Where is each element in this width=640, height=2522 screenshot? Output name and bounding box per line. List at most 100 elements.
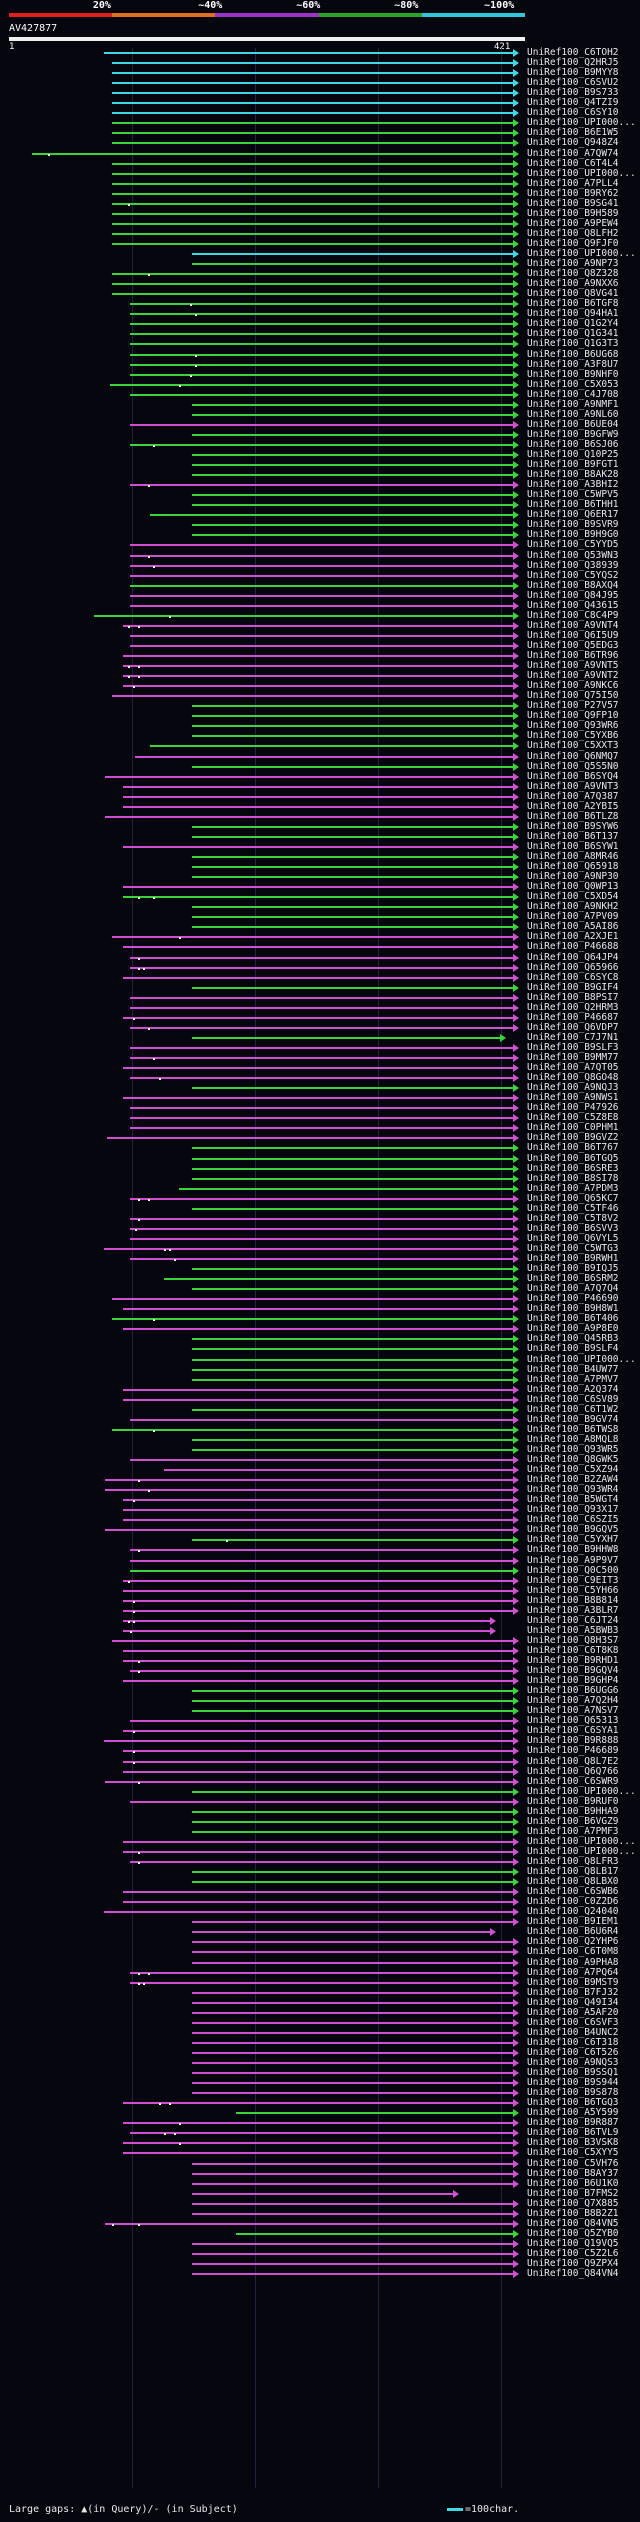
hit-label[interactable]: UniRef100_Q53WN3 (527, 549, 619, 561)
hit-row[interactable]: UniRef100_B9IQJ5 (0, 1263, 640, 1274)
hit-label[interactable]: UniRef100_A9VNT3 (527, 780, 619, 792)
hit-row[interactable]: UniRef100_Q8LFR3 (0, 1856, 640, 1867)
hit-row[interactable]: UniRef100_A9VNT4 (0, 619, 640, 631)
hit-row[interactable]: UniRef100_Q948Z4 (0, 137, 640, 148)
hit-row[interactable]: UniRef100_B9FGT1 (0, 459, 640, 470)
hit-row[interactable]: UniRef100_A9NQS3 (0, 2057, 640, 2068)
hit-row[interactable]: UniRef100_B6THH1 (0, 499, 640, 510)
hit-label[interactable]: UniRef100_B9GQV4 (527, 1665, 619, 1677)
hit-label[interactable]: UniRef100_Q4TZI9 (527, 97, 619, 109)
hit-row[interactable]: UniRef100_Q0WP13 (0, 881, 640, 892)
hit-row[interactable]: UniRef100_UPI000... (0, 117, 640, 128)
hit-label[interactable]: UniRef100_A9VNT4 (527, 619, 619, 631)
hit-row[interactable]: UniRef100_B8PSI7 (0, 991, 640, 1003)
hit-label[interactable]: UniRef100_B9MM77 (527, 1052, 619, 1063)
hit-label[interactable]: UniRef100_Q93WR4 (527, 1484, 619, 1496)
hit-row[interactable]: UniRef100_C5YQS2 (0, 570, 640, 581)
hit-label[interactable]: UniRef100_A7PMF3 (527, 1825, 619, 1837)
hit-label[interactable]: UniRef100_B8PSI7 (527, 991, 619, 1003)
hit-row[interactable]: UniRef100_B9SVR9 (0, 519, 640, 530)
hit-label[interactable]: UniRef100_B7FMS2 (527, 2187, 619, 2199)
hit-label[interactable]: UniRef100_C6T1W2 (527, 1403, 619, 1415)
hit-row[interactable]: UniRef100_UPI000... (0, 1845, 640, 1857)
hit-label[interactable]: UniRef100_A9NMF1 (527, 398, 619, 410)
hit-label[interactable]: UniRef100_UPI000... (527, 1785, 636, 1797)
hit-row[interactable]: UniRef100_B6TGQ5 (0, 1153, 640, 1164)
hit-label[interactable]: UniRef100_B4UW77 (527, 1363, 619, 1375)
hit-row[interactable]: UniRef100_Q5EDG3 (0, 640, 640, 651)
hit-label[interactable]: UniRef100_B9NHF0 (527, 368, 619, 380)
hit-row[interactable]: UniRef100_Q38939 (0, 560, 640, 571)
hit-label[interactable]: UniRef100_B8B2Z1 (527, 2207, 619, 2219)
hit-label[interactable]: UniRef100_B6T406 (527, 1313, 619, 1325)
hit-row[interactable]: UniRef100_B9H589 (0, 207, 640, 219)
hit-row[interactable]: UniRef100_A5BWB3 (0, 1625, 640, 1636)
hit-row[interactable]: UniRef100_B6VGZ9 (0, 1815, 640, 1827)
hit-label[interactable]: UniRef100_A7PDM3 (527, 1182, 619, 1194)
hit-label[interactable]: UniRef100_A7NSV7 (527, 1705, 619, 1717)
hit-row[interactable]: UniRef100_Q94HA1 (0, 308, 640, 319)
hit-row[interactable]: UniRef100_A9VNT5 (0, 660, 640, 671)
hit-row[interactable]: UniRef100_A7PDM3 (0, 1182, 640, 1194)
hit-label[interactable]: UniRef100_P46689 (527, 1745, 619, 1757)
hit-label[interactable]: UniRef100_Q9FJF0 (527, 237, 619, 249)
hit-row[interactable]: UniRef100_Q6VYL5 (0, 1233, 640, 1244)
hit-label[interactable]: UniRef100_UPI000... (527, 1845, 636, 1857)
hit-row[interactable]: UniRef100_A9PHA8 (0, 1957, 640, 1968)
hit-row[interactable]: UniRef100_Q84VN4 (0, 2268, 640, 2279)
hit-row[interactable]: UniRef100_A9P9V7 (0, 1555, 640, 1566)
hit-row[interactable]: UniRef100_C5YH66 (0, 1585, 640, 1596)
hit-row[interactable]: UniRef100_Q0C500 (0, 1565, 640, 1576)
hit-label[interactable]: UniRef100_B6VGZ9 (527, 1815, 619, 1827)
hit-row[interactable]: UniRef100_Q64JP4 (0, 951, 640, 963)
hit-row[interactable]: UniRef100_UPI000... (0, 168, 640, 179)
hit-row[interactable]: UniRef100_Q9ZPX4 (0, 2258, 640, 2269)
hit-label[interactable]: UniRef100_Q93X17 (527, 1504, 619, 1516)
hit-label[interactable]: UniRef100_B9H9G0 (527, 529, 619, 541)
hit-label[interactable]: UniRef100_B9R888 (527, 1735, 619, 1747)
hit-label[interactable]: UniRef100_B9H589 (527, 207, 619, 219)
hit-label[interactable]: UniRef100_C5XD54 (527, 891, 619, 903)
hit-row[interactable]: UniRef100_B6SVV3 (0, 1223, 640, 1234)
hit-label[interactable]: UniRef100_A9NP73 (527, 258, 619, 270)
hit-label[interactable]: UniRef100_Q93WR5 (527, 1443, 619, 1455)
hit-row[interactable]: UniRef100_C6SV89 (0, 1394, 640, 1405)
hit-row[interactable]: UniRef100_Q7X885 (0, 2198, 640, 2209)
hit-label[interactable]: UniRef100_Q84J95 (527, 589, 619, 601)
hit-label[interactable]: UniRef100_P46690 (527, 1293, 619, 1305)
hit-row[interactable]: UniRef100_Q5S5N0 (0, 761, 640, 772)
hit-label[interactable]: UniRef100_A9P8E0 (527, 1323, 619, 1335)
hit-row[interactable]: UniRef100_B6SJ06 (0, 439, 640, 450)
hit-row[interactable]: UniRef100_C7J7N1 (0, 1032, 640, 1043)
hit-row[interactable]: UniRef100_C6T4L4 (0, 157, 640, 169)
hit-row[interactable]: UniRef100_B7FJ32 (0, 1987, 640, 1998)
hit-label[interactable]: UniRef100_Q84VN5 (527, 2217, 619, 2229)
hit-row[interactable]: UniRef100_A9P8E0 (0, 1323, 640, 1335)
hit-row[interactable]: UniRef100_B6SYQ4 (0, 771, 640, 782)
hit-label[interactable]: UniRef100_A9NWS1 (527, 1092, 619, 1104)
hit-row[interactable]: UniRef100_Q84J95 (0, 589, 640, 601)
hit-label[interactable]: UniRef100_B8AY37 (527, 2167, 619, 2179)
hit-row[interactable]: UniRef100_C4J708 (0, 389, 640, 400)
hit-row[interactable]: UniRef100_B8SI78 (0, 1173, 640, 1184)
hit-row[interactable]: UniRef100_Q4TZI9 (0, 97, 640, 109)
hit-row[interactable]: UniRef100_Q8LFH2 (0, 228, 640, 239)
hit-label[interactable]: UniRef100_B6TR96 (527, 650, 619, 661)
hit-row[interactable]: UniRef100_B8AXQ4 (0, 580, 640, 591)
hit-label[interactable]: UniRef100_B6U6R4 (527, 1926, 619, 1938)
hit-row[interactable]: UniRef100_UPI000... (0, 1836, 640, 1847)
hit-row[interactable]: UniRef100_C5WTG3 (0, 1243, 640, 1254)
hit-label[interactable]: UniRef100_Q45RB3 (527, 1333, 619, 1345)
hit-label[interactable]: UniRef100_C6T4L4 (527, 157, 619, 169)
hit-label[interactable]: UniRef100_B6TGF8 (527, 298, 619, 310)
hit-label[interactable]: UniRef100_C5WPV5 (527, 489, 619, 501)
hit-row[interactable]: UniRef100_Q8VG41 (0, 288, 640, 299)
hit-row[interactable]: UniRef100_B9RY62 (0, 188, 640, 199)
hit-row[interactable]: UniRef100_C5Z8E8 (0, 1112, 640, 1123)
hit-row[interactable]: UniRef100_Q45RB3 (0, 1333, 640, 1345)
hit-label[interactable]: UniRef100_C6T318 (527, 2036, 619, 2048)
hit-label[interactable]: UniRef100_Q64JP4 (527, 951, 619, 963)
hit-label[interactable]: UniRef100_C5XZ94 (527, 1464, 619, 1476)
hit-label[interactable]: UniRef100_B6SYW1 (527, 840, 619, 852)
hit-row[interactable]: UniRef100_B6SYW1 (0, 840, 640, 852)
